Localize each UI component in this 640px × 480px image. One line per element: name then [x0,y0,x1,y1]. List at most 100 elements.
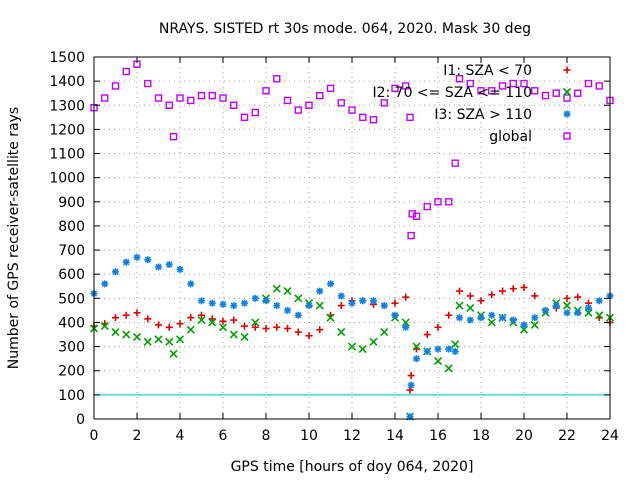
data-point [423,202,431,211]
data-point [294,294,303,303]
data-point [122,258,130,266]
data-point [509,316,517,324]
data-point [563,309,571,317]
data-point [445,345,453,353]
data-point [466,292,474,300]
data-point [208,315,216,323]
y-tick-label: 300 [58,340,85,356]
data-point [337,328,346,337]
grid-layer [94,57,610,419]
data-point [520,321,528,329]
data-point [197,315,206,325]
data-point [563,94,571,102]
data-point [262,325,270,332]
data-point [574,293,582,301]
data-point [451,159,459,167]
series-3 [90,60,614,240]
data-point [498,82,507,90]
data-point [391,84,399,93]
data-point [348,299,356,307]
data-point [176,320,184,328]
data-point [262,87,270,95]
data-point [240,332,249,342]
data-point [337,292,345,300]
data-point [451,347,459,355]
x-tick-label: 24 [601,428,619,444]
x-tick-label: 8 [262,428,271,444]
data-point [133,309,141,317]
data-point [445,311,453,319]
data-point [530,320,539,329]
data-point [316,287,324,295]
data-point [219,300,227,308]
data-point [520,283,528,291]
data-point [283,287,292,296]
data-point [520,79,528,88]
data-point [380,302,388,310]
data-point [434,345,442,353]
data-point [316,91,324,100]
data-point [477,87,485,95]
data-point [111,328,120,337]
data-point [466,316,474,324]
data-point [251,294,259,302]
data-point [219,317,227,325]
data-point [337,302,345,310]
data-point [100,322,109,331]
y-tick-label: 500 [58,291,85,307]
data-point [284,306,291,314]
data-point [305,302,313,310]
data-point [197,91,206,100]
data-point [283,96,292,105]
data-point [218,323,228,332]
data-point [434,198,442,206]
data-point [407,231,415,240]
data-point [187,314,195,322]
data-point [369,337,378,346]
data-point [370,297,377,305]
data-point [348,106,356,114]
x-tick-label: 6 [219,428,228,444]
legend-label: I2: 70 <= SZA <= 110 [372,85,532,101]
series-layer [89,60,615,421]
data-point [155,263,162,271]
data-point [585,304,592,312]
y-tick-label: 0 [76,412,85,428]
data-point [187,96,195,105]
x-tick-label: 0 [90,428,99,444]
data-point [241,322,248,330]
legend-label: I1: SZA < 70 [443,63,532,79]
data-point [563,294,571,302]
data-point [241,299,248,307]
data-point [359,113,367,122]
data-point [552,302,560,310]
data-point [488,291,496,299]
data-point [208,91,216,100]
x-tick-label: 16 [429,428,447,444]
x-tick-label: 12 [343,428,361,444]
data-point [186,325,195,334]
data-point [175,335,185,344]
data-point [402,293,410,301]
data-point [122,67,130,76]
data-point [144,315,152,323]
data-point [251,318,260,327]
data-point [595,297,603,305]
data-point [251,108,259,117]
data-point [143,337,152,346]
data-point [176,265,184,273]
data-point [326,84,335,93]
data-point [433,357,443,366]
data-point [413,355,420,363]
data-point [541,91,550,100]
data-point [262,297,270,305]
data-point [230,316,238,324]
data-point [509,79,517,88]
data-point [423,347,431,355]
legend-label: global [489,129,532,145]
data-point [154,335,163,344]
data-point [165,337,174,346]
data-point [406,386,414,394]
data-point [455,75,464,83]
